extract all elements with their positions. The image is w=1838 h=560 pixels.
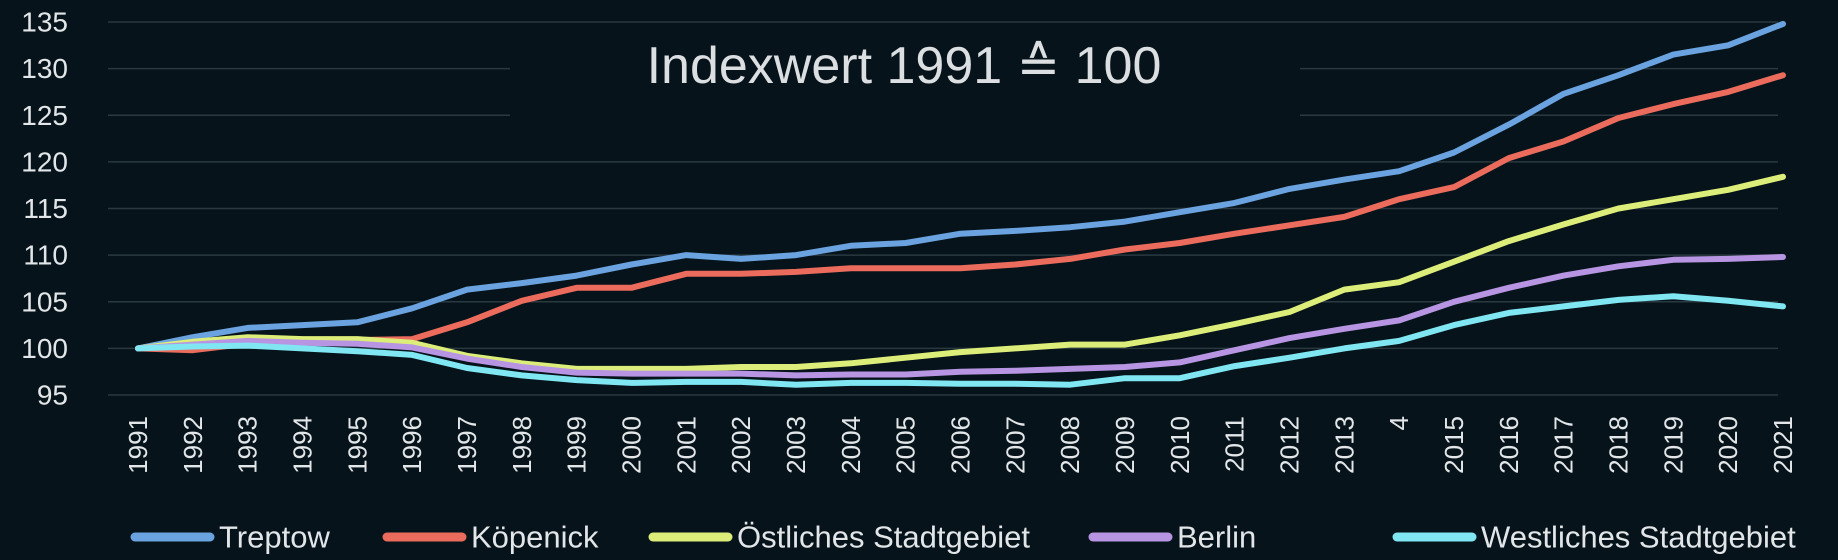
x-tick-label: 2016 [1494, 416, 1524, 474]
legend: Treptow Köpenick Östliches Stadtgebiet Berl… [130, 520, 1796, 555]
y-axis: 95 100 105 110 115 120 125 130 135 [21, 7, 68, 411]
x-tick-label: 1998 [507, 416, 537, 474]
x-tick-label: 2017 [1549, 416, 1579, 474]
legend-label-oestliches-stadtgebiet: Östliches Stadtgebiet [737, 520, 1030, 555]
x-tick-label: 2018 [1604, 416, 1634, 474]
y-tick-label: 135 [21, 7, 68, 38]
x-tick-label: 1994 [288, 416, 318, 474]
x-axis: 1991 1992 1993 1994 1995 1996 1997 1998 1999 2000… [123, 416, 1798, 474]
title-backdrop [510, 36, 1300, 116]
legend-label-treptow: Treptow [219, 520, 330, 555]
series-line-westliches-stadtgebiet [135, 293, 1786, 388]
y-tick-label: 100 [21, 333, 68, 364]
x-tick-label: 2020 [1713, 416, 1743, 474]
legend-label-berlin: Berlin [1177, 520, 1256, 555]
y-tick-label: 130 [21, 53, 68, 84]
y-tick-label: 110 [23, 240, 68, 271]
x-tick-label: 2011 [1220, 416, 1250, 472]
chart-title: Indexwert 1991 ≙ 100 [647, 37, 1162, 95]
x-tick-label: 2004 [836, 416, 866, 474]
y-tick-label: 120 [21, 146, 68, 177]
x-tick-label: 2008 [1055, 416, 1085, 474]
y-tick-label: 115 [23, 193, 68, 224]
x-tick-label: 2012 [1275, 416, 1305, 474]
grid-layer [108, 21, 1778, 396]
x-tick-label: 1991 [123, 416, 153, 474]
legend-label-westliches-stadtgebiet: Westliches Stadtgebiet [1481, 520, 1796, 555]
x-tick-label: 2007 [1000, 416, 1030, 474]
x-tick-label: 2009 [1110, 416, 1140, 474]
series-line-berlin [135, 254, 1786, 379]
series-layer [135, 20, 1786, 388]
x-tick-label: 2010 [1165, 416, 1195, 474]
series-line-oestliches-stadtgebiet [135, 173, 1786, 372]
series-line-treptow [135, 20, 1786, 352]
y-tick-label: 95 [37, 380, 68, 411]
x-tick-label: 1993 [233, 416, 263, 474]
y-tick-label: 125 [21, 100, 68, 131]
x-tick-label: 2002 [726, 416, 756, 474]
series-line-koepenick [135, 72, 1786, 354]
x-tick-label: 1999 [562, 416, 592, 474]
x-tick-label: 2015 [1439, 416, 1469, 474]
x-tick-label: 2006 [946, 416, 976, 474]
x-tick-label: 2005 [891, 416, 921, 474]
y-tick-label: 105 [21, 286, 68, 317]
x-tick-label: 4 [1384, 416, 1414, 430]
x-tick-label: 1995 [342, 416, 372, 474]
x-tick-label: 2021 [1768, 416, 1798, 474]
x-tick-label: 2019 [1658, 416, 1688, 474]
x-tick-label: 1996 [397, 416, 427, 474]
x-tick-label: 1992 [178, 416, 208, 474]
x-tick-label: 2003 [781, 416, 811, 474]
legend-label-koepenick: Köpenick [471, 520, 599, 555]
x-tick-label: 2000 [617, 416, 647, 474]
x-tick-label: 2001 [671, 416, 701, 474]
x-tick-label: 2013 [1329, 416, 1359, 474]
x-tick-label: 1997 [452, 416, 482, 474]
